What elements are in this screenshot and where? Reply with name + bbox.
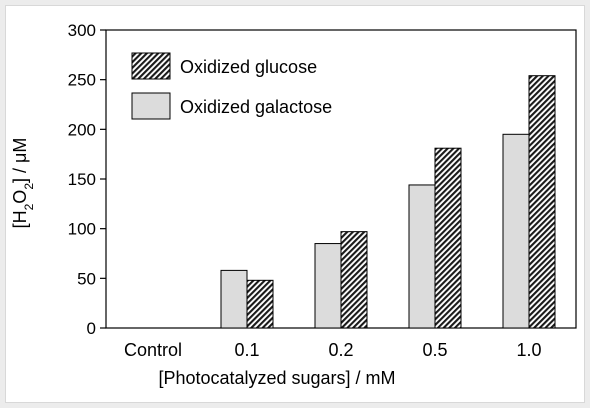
y-tick-label: 200 xyxy=(68,120,96,139)
x-tick-label: Control xyxy=(124,340,182,360)
bar xyxy=(502,133,530,329)
legend-swatch xyxy=(131,92,171,120)
bar xyxy=(434,147,462,329)
bar xyxy=(340,231,368,329)
y-tick-label: 150 xyxy=(68,170,96,189)
legend-swatch xyxy=(131,52,171,80)
y-tick-label: 50 xyxy=(77,269,96,288)
x-tick-label: 0.5 xyxy=(422,340,447,360)
bar xyxy=(528,75,556,329)
x-tick-label: 0.2 xyxy=(328,340,353,360)
bar xyxy=(408,184,436,329)
y-tick-label: 0 xyxy=(87,319,96,338)
legend: Oxidized glucose Oxidized galactose xyxy=(131,52,332,120)
bar xyxy=(314,243,342,329)
bar xyxy=(246,279,274,329)
figure-frame: 0 50 100 150 200 250 300 Control 0.1 0.2 0.5 1.0 Ox… xyxy=(5,5,585,403)
x-axis-label: [Photocatalyzed sugars] / mM xyxy=(158,368,395,388)
y-tick-label: 300 xyxy=(68,21,96,40)
y-tick-label: 100 xyxy=(68,220,96,239)
x-tick-label: 0.1 xyxy=(234,340,259,360)
x-tick-label: 1.0 xyxy=(516,340,541,360)
y-axis-label: [H2O2] / μM xyxy=(10,138,36,229)
y-tick-label: 250 xyxy=(68,71,96,90)
bar-chart: 0 50 100 150 200 250 300 Control 0.1 0.2 0.5 1.0 Ox… xyxy=(10,21,577,388)
bar xyxy=(220,269,248,329)
legend-label: Oxidized galactose xyxy=(180,97,332,117)
legend-label: Oxidized glucose xyxy=(180,57,317,77)
